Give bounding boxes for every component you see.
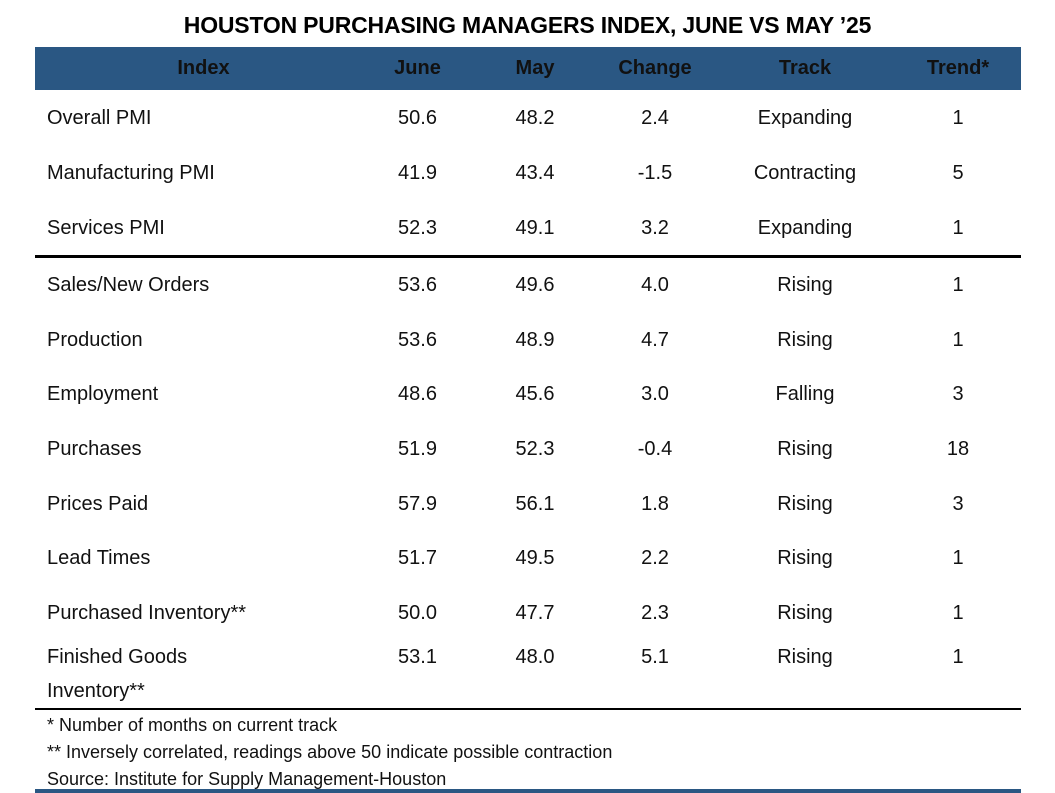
cell-change: 4.7 [641, 328, 669, 351]
cell-may: 45.6 [515, 383, 555, 406]
cell-may: 49.1 [515, 216, 555, 239]
cell-june: 53.6 [398, 328, 437, 351]
cell-may: 56.1 [515, 492, 555, 515]
cell-index: Prices Paid [47, 492, 149, 515]
cell-june: 53.1 [398, 646, 437, 669]
cell-track: Expanding [757, 106, 853, 129]
pmi-table: Index June May Change Track Trend* Overa… [35, 47, 1021, 793]
column-header-change: Change [618, 57, 692, 79]
table-row: Finished Goods Inventory** 53.1 48.0 5.1 Ris… [35, 640, 1021, 708]
cell-index: Manufacturing PMI [47, 161, 215, 184]
cell-trend: 3 [952, 492, 964, 515]
table-row: Overall PMI 50.6 48.2 2.4 Expanding 1 [35, 90, 1021, 145]
cell-track: Rising [777, 601, 833, 624]
table-section-pmi: Overall PMI 50.6 48.2 2.4 Expanding 1 Manufact… [35, 90, 1021, 255]
cell-track: Rising [777, 274, 833, 297]
footnote-asterisk: * Number of months on current track [47, 715, 338, 736]
page-title: HOUSTON PURCHASING MANAGERS INDEX, JUNE … [183, 12, 872, 38]
cell-change: 3.0 [641, 383, 669, 406]
cell-trend: 1 [952, 274, 964, 297]
column-header-may: May [515, 57, 555, 79]
cell-june: 50.6 [398, 106, 437, 129]
table-section-components: Sales/New Orders 53.6 49.6 4.0 Rising 1 Produc… [35, 255, 1021, 711]
cell-change: 2.3 [641, 601, 669, 624]
cell-may: 52.3 [515, 438, 555, 461]
cell-june: 52.3 [398, 216, 437, 239]
table-row: Sales/New Orders 53.6 49.6 4.0 Rising 1 [35, 258, 1021, 313]
cell-june: 51.9 [398, 438, 437, 461]
cell-trend: 5 [952, 161, 964, 184]
cell-june: 57.9 [398, 492, 437, 515]
cell-june: 50.0 [398, 601, 437, 624]
cell-trend: 1 [952, 601, 964, 624]
source-line: Source: Institute for Supply Management-… [47, 769, 447, 790]
cell-june: 48.6 [398, 383, 437, 406]
cell-change: -0.4 [637, 438, 673, 461]
cell-may: 47.7 [515, 601, 555, 624]
cell-change: 2.2 [641, 547, 669, 570]
cell-june: 41.9 [398, 161, 437, 184]
cell-index: Finished Goods Inventory** [47, 646, 188, 703]
cell-trend: 1 [952, 216, 964, 239]
cell-may: 49.5 [515, 547, 555, 570]
cell-change: 4.0 [641, 274, 669, 297]
column-header-track: Track [778, 57, 832, 79]
cell-index: Production [47, 328, 143, 351]
cell-trend: 1 [952, 328, 964, 351]
table-header-row: Index June May Change Track Trend* [35, 47, 1021, 90]
table-row: Lead Times 51.7 49.5 2.2 Rising 1 [35, 531, 1021, 586]
cell-may: 48.2 [515, 106, 555, 129]
cell-june: 53.6 [398, 274, 437, 297]
cell-track: Expanding [757, 216, 853, 239]
cell-change: -1.5 [637, 161, 673, 184]
cell-trend: 3 [952, 383, 964, 406]
footnote-double-asterisk: ** Inversely correlated, readings above … [47, 742, 613, 763]
table-row: Employment 48.6 45.6 3.0 Falling 3 [35, 367, 1021, 422]
column-header-index: Index [177, 57, 230, 79]
cell-may: 48.9 [515, 328, 555, 351]
cell-may: 49.6 [515, 274, 555, 297]
footnotes: * Number of months on current track ** I… [35, 710, 1021, 793]
cell-trend: 1 [952, 547, 964, 570]
column-header-june: June [394, 57, 441, 79]
cell-index: Purchased Inventory** [47, 601, 247, 624]
cell-index: Lead Times [47, 547, 151, 570]
cell-index: Employment [47, 383, 159, 406]
cell-track: Rising [777, 492, 833, 515]
cell-trend: 18 [946, 438, 970, 461]
bottom-accent-bar [35, 789, 1021, 793]
cell-index: Sales/New Orders [47, 274, 210, 297]
cell-index: Overall PMI [47, 106, 152, 129]
cell-index: Services PMI [47, 216, 165, 239]
cell-track: Falling [775, 383, 835, 406]
table-row: Production 53.6 48.9 4.7 Rising 1 [35, 313, 1021, 368]
table-row: Services PMI 52.3 49.1 3.2 Expanding 1 [35, 200, 1021, 255]
cell-track: Rising [777, 547, 833, 570]
cell-june: 51.7 [398, 547, 437, 570]
table-row: Purchases 51.9 52.3 -0.4 Rising 18 [35, 422, 1021, 477]
cell-track: Rising [777, 328, 833, 351]
cell-change: 5.1 [641, 646, 669, 669]
cell-may: 43.4 [515, 161, 555, 184]
cell-change: 3.2 [641, 216, 669, 239]
table-row: Manufacturing PMI 41.9 43.4 -1.5 Contracting… [35, 145, 1021, 200]
cell-trend: 1 [952, 106, 964, 129]
table-row: Purchased Inventory** 50.0 47.7 2.3 Rising 1 [35, 586, 1021, 641]
table-row: Prices Paid 57.9 56.1 1.8 Rising 3 [35, 476, 1021, 531]
cell-change: 2.4 [641, 106, 669, 129]
cell-track: Rising [777, 646, 833, 669]
cell-may: 48.0 [515, 646, 555, 669]
cell-change: 1.8 [641, 492, 669, 515]
cell-track: Contracting [753, 161, 857, 184]
cell-index: Purchases [47, 438, 142, 461]
cell-trend: 1 [952, 646, 964, 669]
cell-track: Rising [777, 438, 833, 461]
column-header-trend: Trend* [926, 57, 990, 79]
